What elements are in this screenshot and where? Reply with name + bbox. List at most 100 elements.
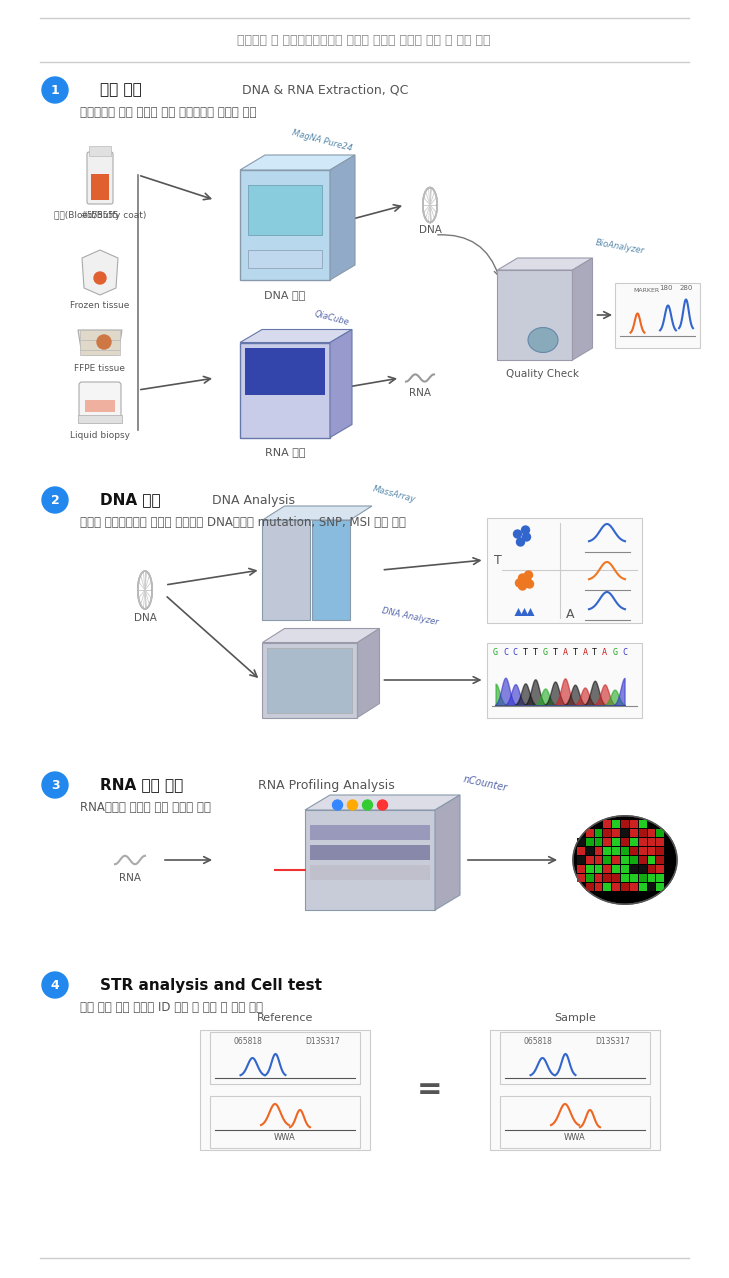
Bar [656,883,664,891]
Bar [245,348,325,395]
Text: D13S317: D13S317 [595,1038,630,1047]
Bar [240,170,330,280]
Polygon shape [262,629,380,643]
Bar [612,819,620,828]
Bar [639,865,647,873]
Text: Frozen tissue: Frozen tissue [70,300,130,309]
Text: nCounter: nCounter [462,774,508,794]
Text: 180: 180 [659,285,673,290]
Bar [647,828,655,837]
Bar [604,847,612,855]
Bar [604,837,612,846]
Bar [639,874,647,882]
Bar [310,845,430,860]
Polygon shape [82,250,118,295]
Polygon shape [240,155,355,170]
Text: Quality Check: Quality Check [507,369,580,380]
FancyBboxPatch shape [79,382,121,418]
Polygon shape [330,155,355,280]
Bar [612,847,620,855]
Text: C: C [622,648,627,657]
Polygon shape [572,258,593,360]
Bar [488,518,642,622]
Bar [615,282,701,348]
Bar [500,1033,650,1084]
Bar [621,874,629,882]
Bar [639,837,647,846]
Bar [630,856,638,864]
Circle shape [94,272,106,284]
Bar [639,819,647,828]
Polygon shape [521,608,529,616]
Ellipse shape [573,815,677,905]
Bar [630,828,638,837]
Bar [621,847,629,855]
Text: 2: 2 [50,493,59,506]
Text: A: A [602,648,607,657]
FancyBboxPatch shape [87,152,113,204]
Bar [621,837,629,846]
Bar [630,874,638,882]
Bar [89,146,111,156]
Bar [312,520,350,620]
Bar [585,837,593,846]
Circle shape [523,578,531,587]
Bar [248,250,322,268]
Bar [630,837,638,846]
Bar [595,874,602,882]
Bar [639,883,647,891]
Text: T: T [494,553,502,566]
Circle shape [524,571,532,579]
Bar [604,819,612,828]
Circle shape [521,527,529,534]
Text: 분자유전 및 유전체분석기술을 이용한 유전체 분야의 실험 및 분석 지원: 분자유전 및 유전체분석기술을 이용한 유전체 분야의 실험 및 분석 지원 [237,33,491,46]
Bar [630,819,638,828]
Bar [595,828,602,837]
Bar [647,837,655,846]
Circle shape [42,772,68,797]
Bar [656,856,664,864]
Bar [656,828,664,837]
Text: 핵산 추출: 핵산 추출 [100,83,141,97]
Text: FFPE tissue: FFPE tissue [74,363,125,372]
Text: RNA 추출: RNA 추출 [265,447,305,458]
Bar [630,847,638,855]
Text: G: G [542,648,547,657]
Text: MassArray: MassArray [372,484,417,504]
Bar [621,883,629,891]
Text: RNA: RNA [119,873,141,883]
Bar [639,847,647,855]
Ellipse shape [528,327,558,353]
Text: QiaCube: QiaCube [313,309,350,327]
Bar [621,856,629,864]
Bar [612,837,620,846]
Text: 다양한 분자생물학적 기법을 사용하여 DNA로부터 mutation, SNP, MSI 등을 분석: 다양한 분자생물학적 기법을 사용하여 DNA로부터 mutation, SNP… [80,515,406,529]
Text: STR analysis and Cell test: STR analysis and Cell test [100,978,322,993]
Text: A: A [566,608,574,621]
Circle shape [515,579,523,587]
Bar [577,874,585,882]
Bar [210,1033,360,1084]
Text: BioAnalyzer: BioAnalyzer [595,239,645,256]
Bar [310,826,430,840]
Bar [630,883,638,891]
Bar [310,865,430,881]
Bar [647,865,655,873]
Bar [595,883,602,891]
Bar [240,343,330,437]
Text: MARKER: MARKER [634,288,660,293]
Circle shape [518,581,526,590]
Text: DNA: DNA [133,613,157,622]
Bar [612,856,620,864]
Bar [262,643,357,717]
Text: RNA Profiling Analysis: RNA Profiling Analysis [258,778,394,791]
Bar [639,856,647,864]
Circle shape [362,800,373,810]
Bar [585,828,593,837]
Bar [656,847,664,855]
Text: A: A [582,648,588,657]
Bar [497,270,572,360]
Bar [200,1030,370,1150]
Text: MagNA Pure24: MagNA Pure24 [291,128,353,153]
Bar [612,883,620,891]
